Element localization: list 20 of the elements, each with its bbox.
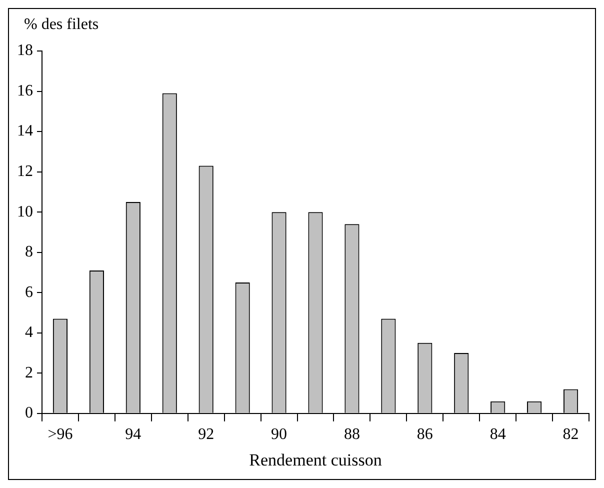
x-tick-label: 82 bbox=[562, 426, 579, 444]
x-tick-label: 90 bbox=[271, 426, 288, 444]
x-tick-label: 84 bbox=[490, 426, 506, 444]
y-tick-label: 18 bbox=[17, 42, 33, 60]
x-tick-label: 94 bbox=[125, 426, 142, 444]
x-tick-label: >96 bbox=[48, 426, 73, 444]
x-axis-title: Rendement cuisson bbox=[249, 450, 382, 470]
x-tick-label: 88 bbox=[344, 426, 360, 444]
x-tick-label: 86 bbox=[416, 426, 433, 444]
y-tick-label: 10 bbox=[17, 203, 33, 220]
y-tick-label: 6 bbox=[25, 284, 33, 301]
y-tick-label: 2 bbox=[25, 364, 33, 382]
y-tick-label: 4 bbox=[25, 324, 33, 342]
y-tick-label: 14 bbox=[17, 122, 33, 140]
y-tick-label: 12 bbox=[17, 163, 33, 180]
y-tick-label: 16 bbox=[17, 82, 33, 100]
y-tick-label: 8 bbox=[25, 244, 33, 261]
x-tick-label: 92 bbox=[198, 426, 214, 444]
y-tick-label: 0 bbox=[25, 404, 33, 422]
y-axis-title: % des filets bbox=[24, 16, 99, 34]
